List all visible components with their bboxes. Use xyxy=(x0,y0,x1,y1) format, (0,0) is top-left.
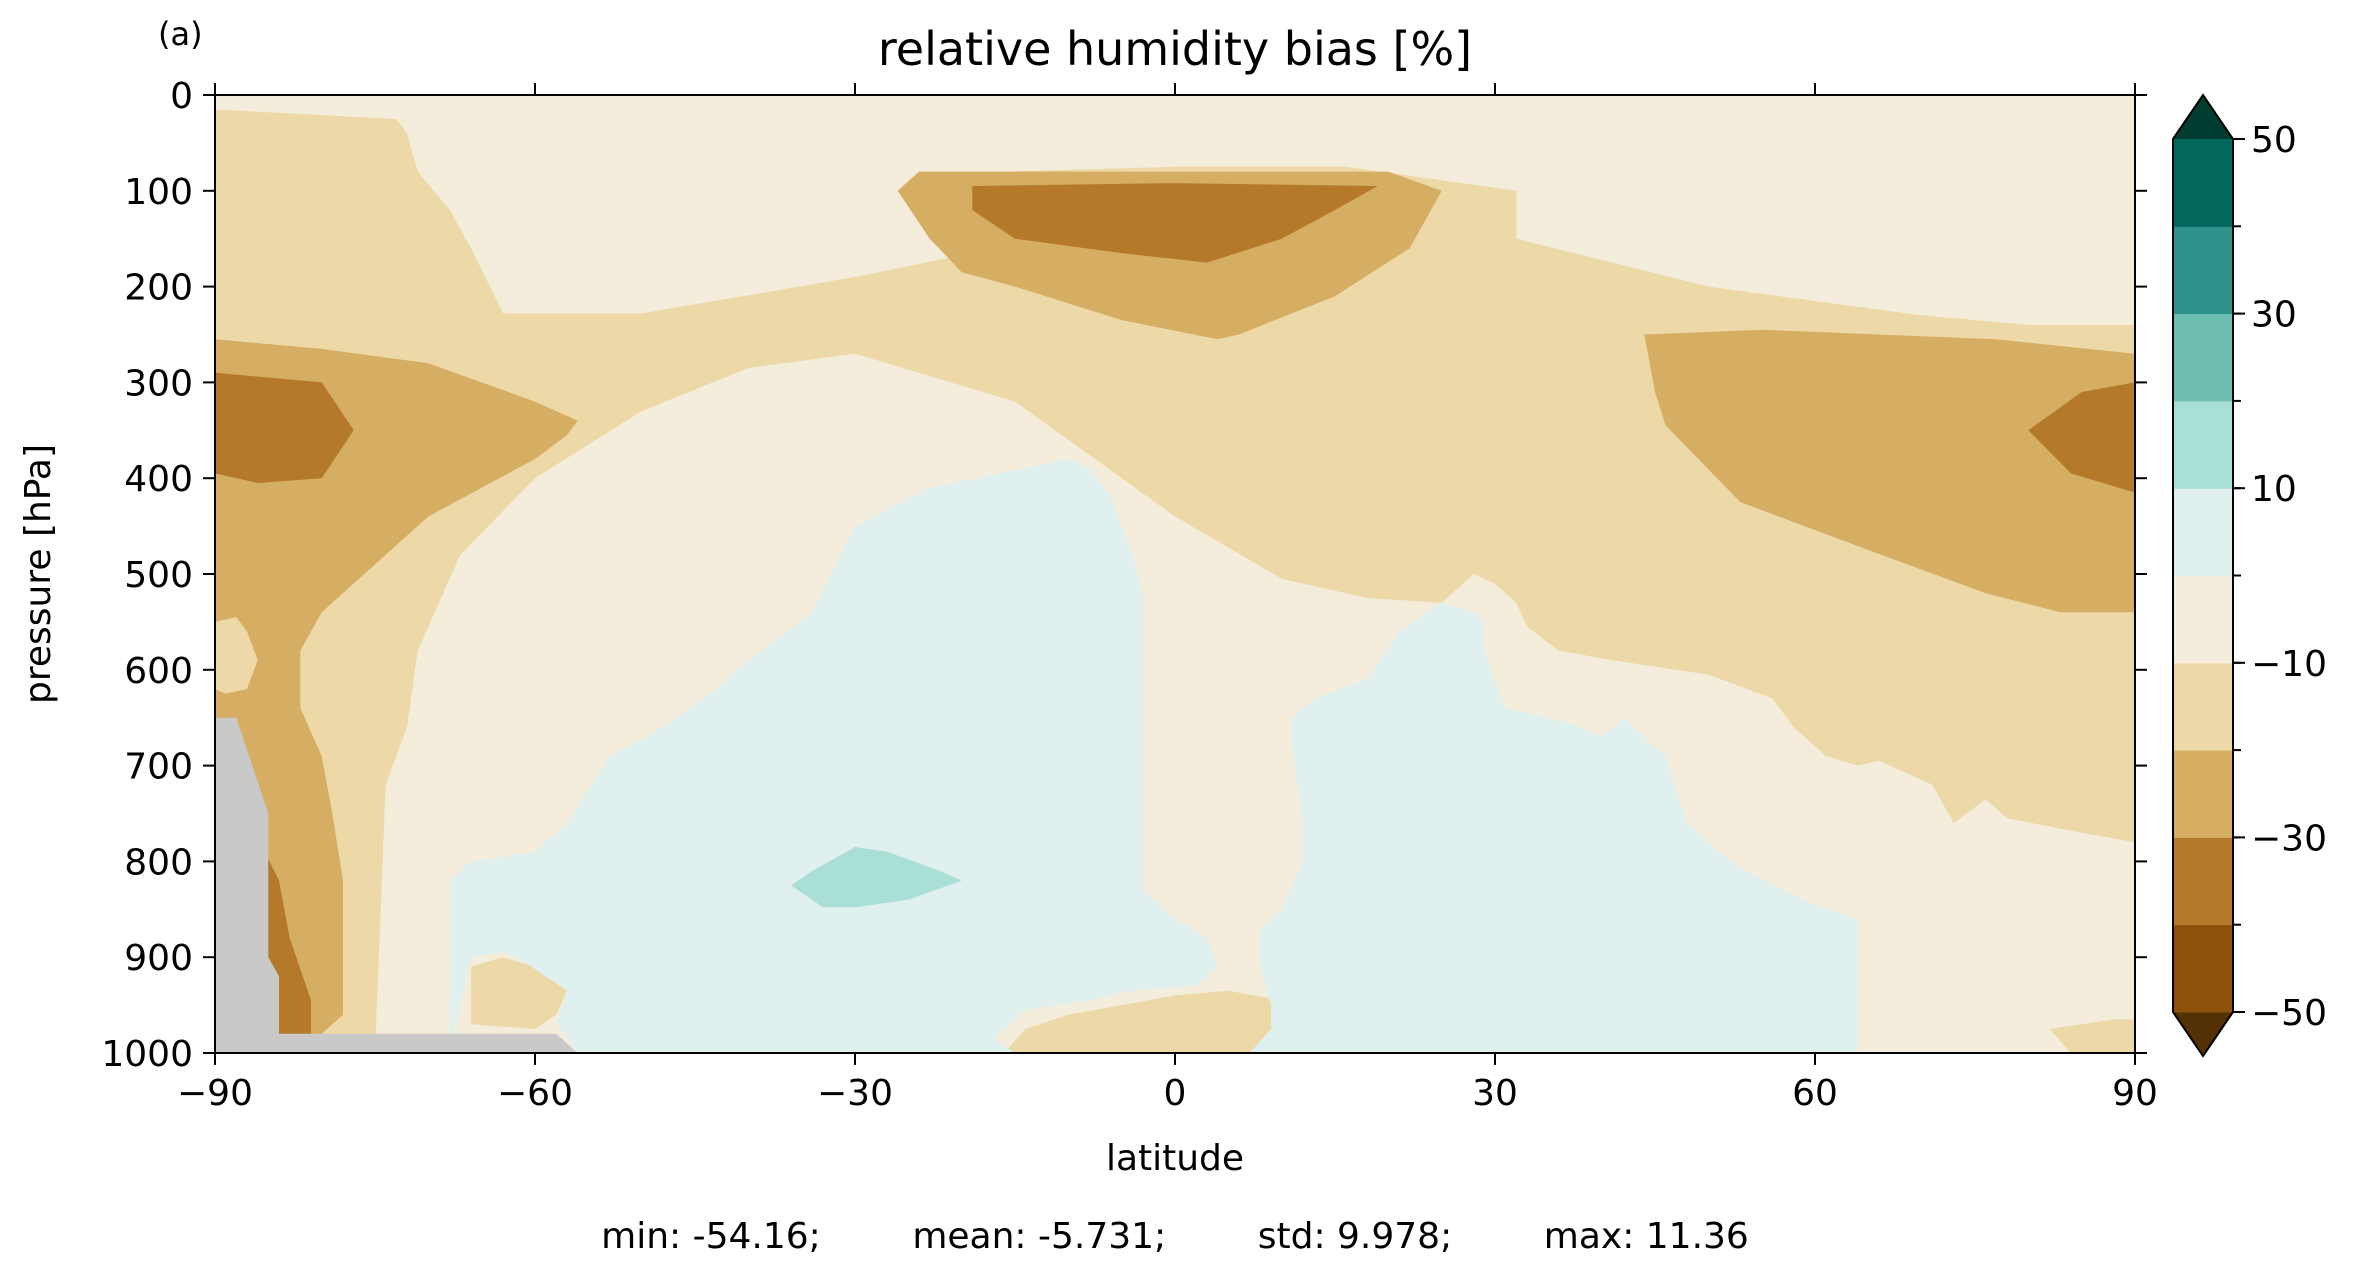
colorbar-band xyxy=(2173,139,2233,227)
x-tick-label: −30 xyxy=(817,1073,893,1114)
contour-region xyxy=(972,183,1378,263)
contour-region xyxy=(1249,602,1858,1053)
colorbar: 50 30 10 −10 −30 −50 xyxy=(2172,93,2327,1058)
x-tick-label: 0 xyxy=(1164,1073,1187,1114)
colorbar-band xyxy=(2173,313,2233,402)
contour-region xyxy=(471,957,567,1029)
y-axis: 0 100 200 300 400 500 600 700 800 900 1000 xyxy=(101,76,2147,1075)
contour-region xyxy=(2028,382,2135,493)
contour-region xyxy=(2049,1019,2135,1053)
y-tick-label: 100 xyxy=(124,172,193,213)
y-tick-label: 500 xyxy=(124,555,193,596)
colorbar-band xyxy=(2173,575,2233,664)
y-tick-label: 800 xyxy=(124,842,193,883)
contour-region xyxy=(791,847,962,908)
colorbar-band xyxy=(2173,837,2233,926)
contour-region xyxy=(1644,329,2135,613)
colorbar-band xyxy=(2173,400,2233,489)
y-tick-label: 900 xyxy=(124,938,193,979)
y-tick-label: 0 xyxy=(170,76,193,117)
colorbar-band xyxy=(2173,662,2233,751)
colorbar-tick-label: 50 xyxy=(2251,120,2297,161)
y-tick-label: 700 xyxy=(124,747,193,788)
contour-region xyxy=(449,459,1218,1053)
missing-data-region xyxy=(215,717,578,1053)
colorbar-band xyxy=(2173,924,2233,1013)
contour-region xyxy=(215,617,258,694)
colorbar-tick-label: 30 xyxy=(2251,295,2297,336)
chart-title: relative humidity bias [%] xyxy=(878,22,1472,76)
colorbar-extend-over xyxy=(2173,95,2233,139)
y-tick-label: 200 xyxy=(124,268,193,309)
x-tick-label: 30 xyxy=(1472,1073,1518,1114)
colorbar-band xyxy=(2173,226,2233,315)
colorbar-band xyxy=(2173,750,2233,838)
x-axis-label: latitude xyxy=(1106,1138,1244,1179)
contour-region xyxy=(215,372,354,483)
colorbar-band xyxy=(2173,488,2233,576)
colorbar-tick-label: −50 xyxy=(2251,993,2327,1034)
x-tick-label: −60 xyxy=(497,1073,573,1114)
x-tick-label: −90 xyxy=(177,1073,253,1114)
contour-region xyxy=(215,339,578,1053)
colorbar-tick-label: 10 xyxy=(2251,469,2297,510)
y-tick-label: 300 xyxy=(124,363,193,404)
y-tick-label: 1000 xyxy=(101,1034,193,1075)
y-tick-label: 600 xyxy=(124,651,193,692)
colorbar-tick-label: −10 xyxy=(2251,644,2327,685)
colorbar-tick-label: −30 xyxy=(2251,818,2327,859)
panel-label: (a) xyxy=(158,15,203,53)
stats-line: min: -54.16; mean: -5.731; std: 9.978; m… xyxy=(601,1216,1749,1257)
contour-regions xyxy=(215,95,2135,1053)
x-tick-label: 90 xyxy=(2112,1073,2158,1114)
x-tick-label: 60 xyxy=(1792,1073,1838,1114)
y-axis-label: pressure [hPa] xyxy=(18,444,59,704)
colorbar-extend-under xyxy=(2173,1012,2233,1056)
contour-region xyxy=(1004,990,1282,1053)
x-axis: −90 −60 −30 0 30 60 90 xyxy=(177,83,2158,1114)
y-tick-label: 400 xyxy=(124,459,193,500)
